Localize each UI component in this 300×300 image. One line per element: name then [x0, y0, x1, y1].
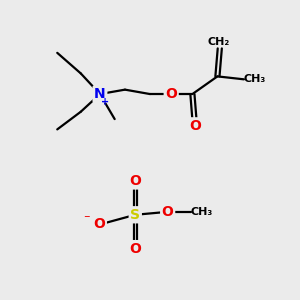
Text: O: O	[129, 174, 141, 188]
Text: S: S	[130, 208, 140, 222]
Text: O: O	[129, 242, 141, 256]
Text: ⁻: ⁻	[83, 213, 90, 226]
Text: N: N	[94, 87, 106, 101]
Text: O: O	[162, 205, 174, 219]
Text: O: O	[93, 217, 105, 231]
Text: CH₃: CH₃	[244, 74, 266, 84]
Text: O: O	[189, 119, 201, 133]
Text: CH₂: CH₂	[207, 37, 230, 47]
Text: O: O	[165, 87, 177, 101]
Text: +: +	[101, 97, 109, 107]
Text: CH₃: CH₃	[190, 207, 213, 217]
